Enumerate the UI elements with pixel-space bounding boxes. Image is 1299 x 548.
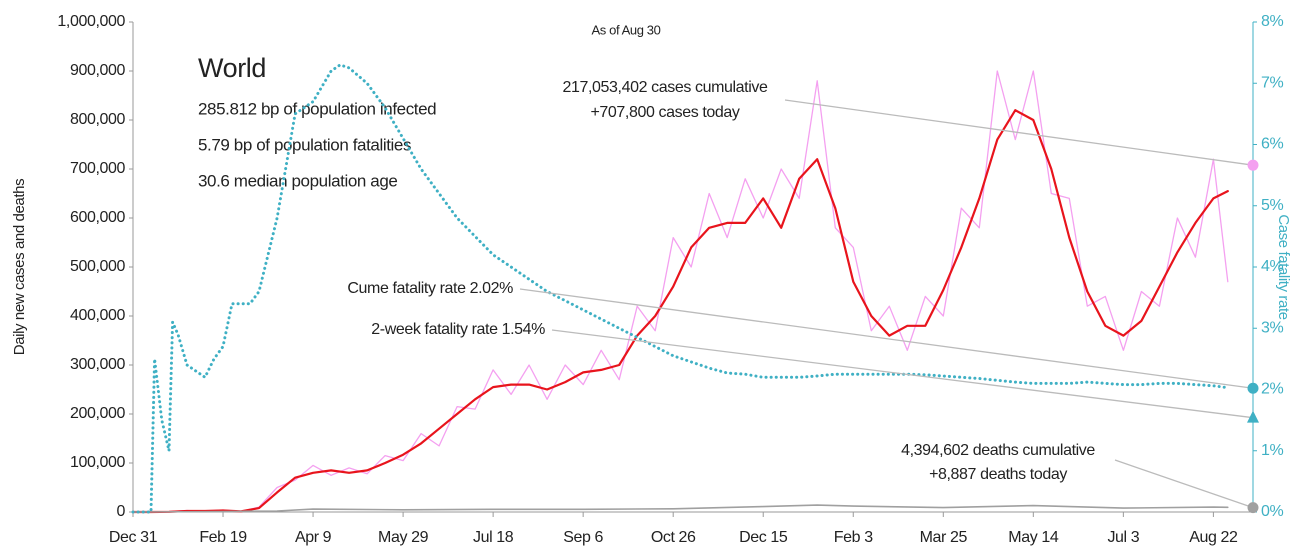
- x-tick-label: Jul 3: [1107, 529, 1139, 546]
- x-tick-label: Dec 31: [109, 529, 158, 546]
- annotation-marker: [1247, 410, 1259, 423]
- chart-subtitle: As of Aug 30: [592, 22, 661, 37]
- y-tick-label: 1,000,000: [57, 13, 125, 30]
- y-tick-label: 700,000: [70, 160, 126, 177]
- y2-tick-label: 8%: [1261, 13, 1283, 30]
- annotation-marker: [1247, 159, 1259, 171]
- leader-line: [784, 99, 1254, 166]
- y-tick-label: 600,000: [70, 209, 126, 226]
- x-tick-label: Sep 6: [563, 529, 603, 546]
- y2-tick-label: 4%: [1261, 258, 1283, 275]
- panel-line: 5.79 bp of population fatalities: [198, 135, 411, 154]
- panel-line: 285.812 bp of population infected: [198, 99, 436, 118]
- x-tick-label: Feb 3: [834, 529, 873, 546]
- leader-line: [519, 288, 1254, 389]
- x-tick-label: Oct 26: [651, 529, 696, 546]
- annotation-text: +707,800 cases today: [590, 104, 739, 121]
- y-tick-label: 200,000: [70, 405, 126, 422]
- panel-title: World: [198, 53, 266, 83]
- x-tick-label: May 29: [378, 529, 429, 546]
- y-tick-label: 300,000: [70, 356, 126, 373]
- series-line: [131, 63, 1230, 514]
- series-line: [131, 109, 1229, 514]
- annotation-text: Cume fatality rate 2.02%: [347, 280, 513, 297]
- leader-line: [1114, 459, 1254, 509]
- y-tick-label: 800,000: [70, 111, 126, 128]
- y2-axis-label: Case fatality rate: [1275, 214, 1292, 319]
- y-tick-label: 0: [117, 503, 126, 520]
- x-tick-label: Mar 25: [920, 529, 968, 546]
- annotation-marker: [1247, 502, 1259, 514]
- x-tick-label: Aug 22: [1189, 529, 1238, 546]
- y2-tick-label: 7%: [1261, 74, 1283, 91]
- x-tick-label: May 14: [1008, 529, 1059, 546]
- x-tick-label: Feb 19: [199, 529, 247, 546]
- y-tick-label: 900,000: [70, 62, 126, 79]
- annotation-text: 217,053,402 cases cumulative: [563, 79, 768, 96]
- annotation-text: 2-week fatality rate 1.54%: [371, 321, 545, 338]
- y-tick-label: 400,000: [70, 307, 126, 324]
- series-line: [132, 504, 1229, 513]
- y-axis-label: Daily new cases and deaths: [11, 179, 28, 355]
- x-tick-label: Dec 15: [739, 529, 788, 546]
- x-tick-label: Jul 18: [473, 529, 514, 546]
- y2-tick-label: 5%: [1261, 197, 1283, 214]
- annotation-text: +8,887 deaths today: [929, 466, 1067, 483]
- y2-tick-label: 3%: [1261, 319, 1283, 336]
- y-tick-label: 100,000: [70, 454, 126, 471]
- y2-tick-label: 0%: [1261, 503, 1283, 520]
- annotation-marker: [1247, 382, 1259, 394]
- panel-line: 30.6 median population age: [198, 171, 397, 190]
- series-line: [132, 70, 1229, 513]
- y2-tick-label: 2%: [1261, 381, 1283, 398]
- x-tick-label: Apr 9: [295, 529, 332, 546]
- y2-tick-label: 6%: [1261, 136, 1283, 153]
- leader-line: [551, 329, 1254, 419]
- y2-tick-label: 1%: [1261, 442, 1283, 459]
- y-tick-label: 500,000: [70, 258, 126, 275]
- annotation-text: 4,394,602 deaths cumulative: [901, 442, 1095, 459]
